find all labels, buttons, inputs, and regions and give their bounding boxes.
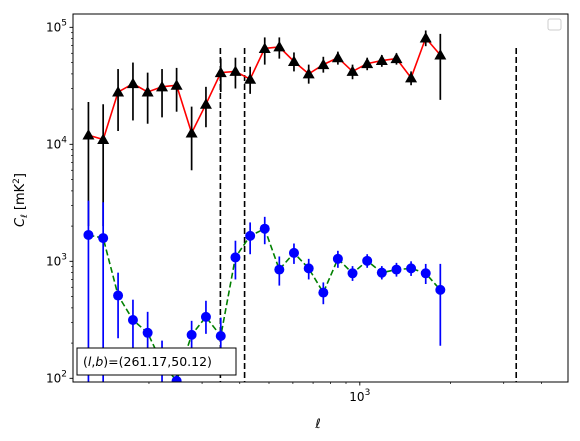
circle-series-marker [200, 311, 211, 322]
triangle-series-marker [185, 126, 198, 138]
triangle-series-marker [302, 67, 315, 79]
circle-series-marker [288, 247, 299, 258]
y-tick-exponent: 2 [61, 369, 67, 379]
annotation-b: b [95, 354, 103, 369]
circle-series-marker [274, 264, 285, 275]
triangle-series-marker [141, 86, 154, 97]
circle-series-marker [376, 267, 387, 278]
circle-series-marker [142, 327, 153, 338]
triangle-series-marker [273, 40, 286, 52]
annotation-comma: , [91, 354, 95, 369]
y-tick-base: 10 [46, 137, 61, 151]
triangle-series-marker [419, 32, 432, 43]
circle-series-marker [98, 233, 109, 244]
circle-series-marker [420, 268, 431, 279]
annotation-l: l [88, 354, 92, 369]
circle-series-marker [406, 263, 417, 274]
annotation-open: ( [83, 354, 88, 369]
x-tick-exponent: 3 [365, 388, 371, 398]
y-label-main: C [13, 217, 28, 227]
y-label-unit-open: [mK [13, 183, 28, 214]
circle-series-marker [186, 329, 197, 340]
triangle-series-marker [97, 133, 110, 144]
circle-series-marker [332, 253, 343, 264]
plot-layer [82, 30, 518, 382]
triangle-series-marker [229, 65, 242, 76]
circle-series-marker [435, 284, 446, 295]
x-tick-base: 10 [349, 390, 364, 404]
y-label-sub: ℓ [20, 214, 30, 219]
x-axis-label: ℓ [314, 417, 320, 432]
circle-series-marker [391, 264, 402, 275]
triangle-series-marker [258, 42, 271, 53]
circle-series-marker [347, 268, 358, 279]
x-tick-label: 103 [349, 388, 370, 404]
y-tick-base: 10 [46, 371, 61, 385]
triangle-series-marker [287, 55, 300, 67]
triangle-series-marker [317, 58, 330, 70]
y-tick-base: 10 [46, 254, 61, 268]
circle-series-marker [303, 263, 314, 274]
y-tick-label: 105 [46, 18, 67, 34]
annotation-box-group: (l,b)=(261.17,50.12) [76, 347, 237, 376]
circle-series-marker [259, 223, 270, 234]
y-label-unit-close: ] [13, 173, 28, 178]
circle-series-marker [230, 252, 241, 263]
circle-series-marker [318, 287, 329, 298]
circle-series-marker [215, 330, 226, 341]
annotation-text: (l,b)=(261.17,50.12) [83, 354, 212, 369]
circle-series-marker [171, 375, 182, 382]
triangle-series-marker [390, 52, 403, 64]
y-tick-label: 104 [46, 135, 67, 151]
triangle-series-marker [126, 77, 139, 89]
triangle-series-marker [244, 73, 257, 84]
y-tick-label: 102 [46, 369, 67, 385]
y-label-unit-sup: 2 [12, 178, 22, 184]
y-tick-label: 103 [46, 252, 67, 268]
triangle-series-marker [346, 65, 359, 76]
circle-series-marker [83, 229, 94, 240]
triangle-series-marker [405, 71, 418, 83]
y-tick-base: 10 [46, 20, 61, 34]
triangle-series-marker [361, 57, 374, 69]
y-axis-label: Cℓ [mK2] [12, 173, 30, 227]
triangle-series-marker [434, 49, 447, 60]
y-tick-exponent: 4 [61, 135, 67, 145]
annotation-rest: )=(261.17,50.12) [103, 354, 212, 369]
circle-series-marker [127, 315, 138, 326]
y-tick-exponent: 3 [61, 252, 67, 262]
triangle-series-marker [199, 98, 212, 109]
annotation-box [76, 347, 237, 376]
triangle-series-marker [331, 51, 344, 63]
triangle-series-marker [112, 86, 125, 97]
triangle-series-marker [82, 129, 95, 140]
circle-series-marker [362, 255, 373, 266]
triangle-series-marker [214, 66, 227, 78]
triangle-series-marker [156, 80, 169, 92]
y-tick-exponent: 5 [61, 18, 67, 28]
triangle-series-marker [375, 54, 388, 66]
circle-series-marker [245, 230, 256, 241]
triangle-series-marker [170, 79, 183, 90]
legend-box [547, 18, 562, 31]
plot-frame [72, 13, 569, 383]
circle-series-marker [113, 290, 124, 301]
